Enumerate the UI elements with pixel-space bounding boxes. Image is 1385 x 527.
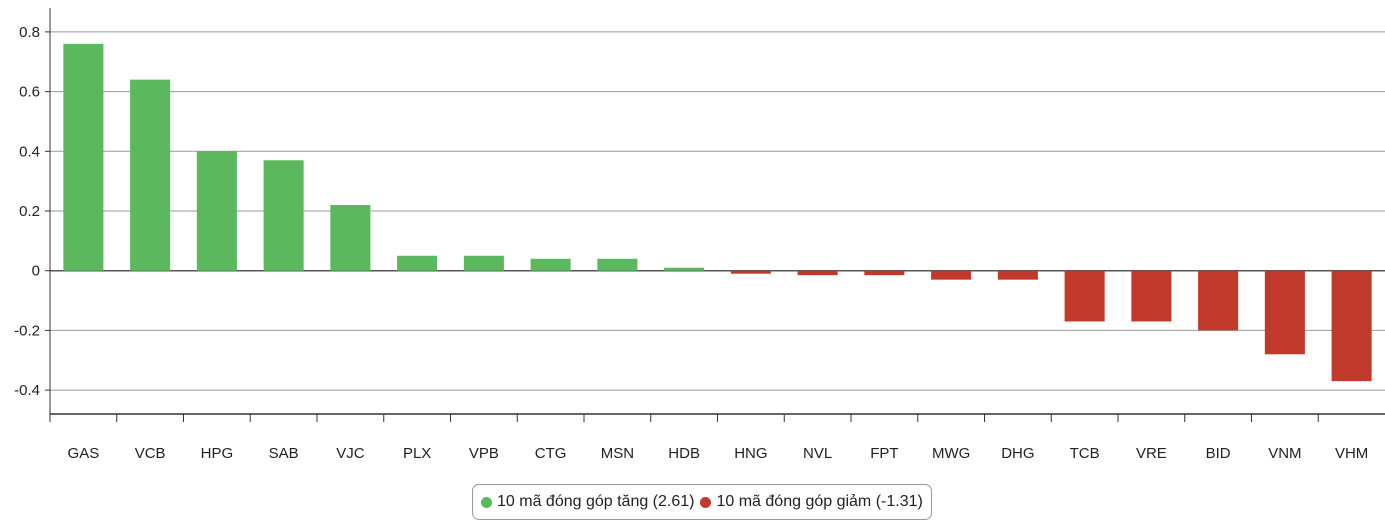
bar-vcb <box>130 79 171 271</box>
bar-sab <box>263 160 304 271</box>
axes <box>45 8 1385 422</box>
x-tick-label-fpt: FPT <box>870 445 898 462</box>
y-tick-label: 0.6 <box>19 84 40 101</box>
legend: 10 mã đóng góp tăng (2.61) 10 mã đóng gó… <box>472 484 932 520</box>
x-tick-label-vnm: VNM <box>1268 445 1301 462</box>
x-tick-label-tcb: TCB <box>1070 445 1100 462</box>
legend-item-positive[interactable]: 10 mã đóng góp tăng (2.61) <box>481 493 694 511</box>
x-tick-label-vhm: VHM <box>1335 445 1368 462</box>
x-tick-label-ctg: CTG <box>535 445 567 462</box>
bar-bid <box>1198 270 1239 331</box>
bar-vre <box>1131 270 1172 322</box>
x-tick-label-dhg: DHG <box>1001 445 1034 462</box>
x-tick-label-hpg: HPG <box>201 445 234 462</box>
x-tick-label-nvl: NVL <box>803 445 832 462</box>
y-tick-label: 0.4 <box>19 143 40 160</box>
y-tick-label: -0.4 <box>14 382 40 399</box>
x-tick-label-sab: SAB <box>269 445 299 462</box>
x-tick-label-msn: MSN <box>601 445 634 462</box>
bar-vpb <box>463 255 504 271</box>
bar-dhg <box>997 270 1038 280</box>
legend-item-negative[interactable]: 10 mã đóng góp giảm (-1.31) <box>700 493 923 511</box>
x-tick-label-hdb: HDB <box>668 445 700 462</box>
bar-vhm <box>1331 270 1372 382</box>
y-tick-label: -0.2 <box>14 322 40 339</box>
legend-marker-positive <box>481 496 492 508</box>
bar-mwg <box>931 270 972 280</box>
bar-gas <box>63 43 104 271</box>
bar-hdb <box>664 267 705 271</box>
axis-labels: 0.8 0.6 0.4 0.2 0 -0.2 -0.4 GAS VCB HPG SAB VJC PLX V… <box>14 24 1368 462</box>
x-tick-label-vre: VRE <box>1136 445 1167 462</box>
x-tick-label-vcb: VCB <box>135 445 166 462</box>
x-tick-label-vpb: VPB <box>469 445 499 462</box>
bar-nvl <box>797 270 838 276</box>
legend-label-negative: 10 mã đóng góp giảm (-1.31) <box>716 493 923 510</box>
legend-marker-negative <box>700 496 712 508</box>
bar-fpt <box>864 270 905 276</box>
bar-vnm <box>1264 270 1305 355</box>
y-tick-label: 0.8 <box>19 24 40 41</box>
legend-label-positive: 10 mã đóng góp tăng (2.61) <box>497 493 695 510</box>
bar-plx <box>397 255 438 271</box>
bar-msn <box>597 258 638 271</box>
bar-hng <box>730 270 771 274</box>
x-tick-label-gas: GAS <box>68 445 100 462</box>
y-tick-label: 0 <box>32 263 40 280</box>
bar-vjc <box>330 205 371 271</box>
x-tick-label-hng: HNG <box>734 445 767 462</box>
x-tick-label-plx: PLX <box>403 445 431 462</box>
bar-tcb <box>1064 270 1105 322</box>
bar-hpg <box>196 151 237 271</box>
x-tick-label-bid: BID <box>1206 445 1231 462</box>
bar-ctg <box>530 258 571 271</box>
x-tick-label-mwg: MWG <box>932 445 970 462</box>
grid-lines <box>50 31 1385 391</box>
y-tick-label: 0.2 <box>19 203 40 220</box>
bars <box>63 43 1372 382</box>
x-tick-label-vjc: VJC <box>336 445 365 462</box>
